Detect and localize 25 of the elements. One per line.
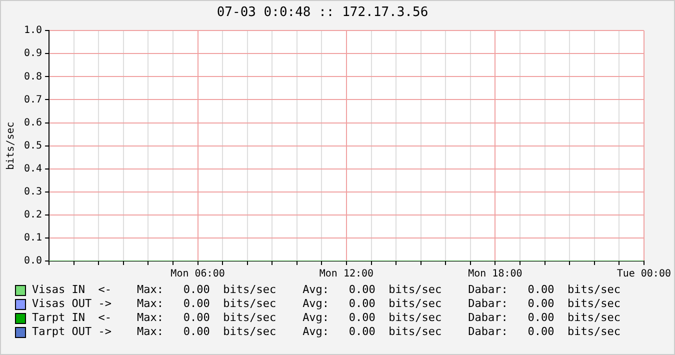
chart-title: 07-03 0:0:48 :: 172.17.3.56 <box>216 5 428 20</box>
y-tick-label: 0.1 <box>24 232 42 244</box>
y-tick-label: 0.2 <box>24 210 42 221</box>
text: Max: 0.00 bits/sec Avg: 0.00 bits/sec Dabar: 0.00 bits/sec <box>137 297 620 311</box>
y-tick-label: 1.0 <box>24 25 42 36</box>
x-tick-label: Mon 18:00 <box>468 268 522 280</box>
y-tick-label: 0.9 <box>24 48 42 60</box>
y-tick-label: 0.0 <box>24 256 42 267</box>
text: Max: 0.00 bits/sec Avg: 0.00 bits/sec Dabar: 0.00 bits/sec <box>137 283 620 297</box>
x-tick-label: Mon 06:00 <box>170 268 225 280</box>
y-tick-label: 0.4 <box>24 163 42 174</box>
legend-label: Visas IN <- <box>32 283 112 297</box>
y-tick-label: 0.3 <box>24 186 42 198</box>
legend-label: Visas OUT -> <box>32 297 112 311</box>
text: Max: 0.00 bits/sec Avg: 0.00 bits/sec Dabar: 0.00 bits/sec <box>137 325 620 339</box>
y-tick-label: 0.6 <box>24 117 42 128</box>
y-tick-label: 0.5 <box>24 140 42 152</box>
x-tick-label: Mon 12:00 <box>319 268 374 280</box>
y-tick-label: 0.7 <box>24 94 42 106</box>
x-tick-label: Tue 00:00 <box>616 268 671 280</box>
y-tick-label: 0.8 <box>24 71 42 82</box>
text: Max: 0.00 bits/sec Avg: 0.00 bits/sec Dabar: 0.00 bits/sec <box>137 311 620 325</box>
y-axis-title: bits/sec <box>6 122 17 170</box>
legend-label: Tarpt IN <- <box>32 311 112 325</box>
legend-label: Tarpt OUT -> <box>32 325 112 339</box>
